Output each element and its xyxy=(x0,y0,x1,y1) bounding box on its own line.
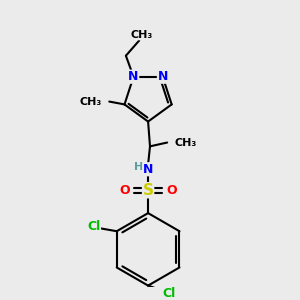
Text: Cl: Cl xyxy=(87,220,101,233)
Text: CH₃: CH₃ xyxy=(175,137,197,148)
Text: H: H xyxy=(134,162,143,172)
Text: N: N xyxy=(128,70,139,83)
Text: CH₃: CH₃ xyxy=(130,30,152,40)
Text: CH₃: CH₃ xyxy=(80,97,102,106)
Text: O: O xyxy=(167,184,177,197)
Text: Cl: Cl xyxy=(162,287,176,300)
Text: N: N xyxy=(143,163,153,176)
Text: O: O xyxy=(119,184,130,197)
Text: S: S xyxy=(142,183,154,198)
Text: N: N xyxy=(158,70,168,83)
